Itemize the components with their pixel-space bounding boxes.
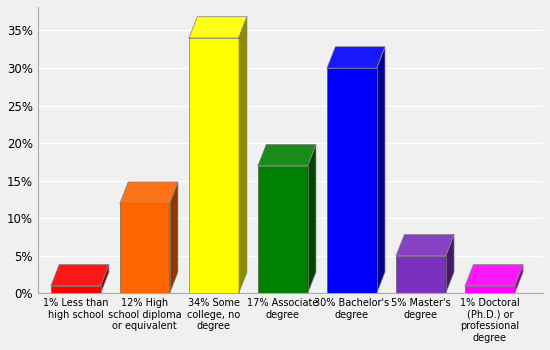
Polygon shape	[396, 256, 446, 293]
Polygon shape	[515, 265, 523, 293]
Polygon shape	[377, 47, 385, 293]
Polygon shape	[101, 265, 109, 293]
Polygon shape	[169, 182, 178, 293]
Polygon shape	[189, 17, 247, 38]
Polygon shape	[396, 234, 454, 256]
Polygon shape	[120, 182, 178, 203]
Polygon shape	[258, 145, 316, 166]
Polygon shape	[189, 38, 239, 293]
Polygon shape	[307, 145, 316, 293]
Polygon shape	[327, 47, 385, 68]
Polygon shape	[258, 166, 307, 293]
Polygon shape	[51, 265, 109, 286]
Polygon shape	[446, 234, 454, 293]
Polygon shape	[51, 286, 101, 293]
Polygon shape	[327, 68, 377, 293]
Polygon shape	[120, 203, 169, 293]
Polygon shape	[465, 286, 515, 293]
Polygon shape	[465, 265, 523, 286]
Polygon shape	[239, 17, 247, 293]
